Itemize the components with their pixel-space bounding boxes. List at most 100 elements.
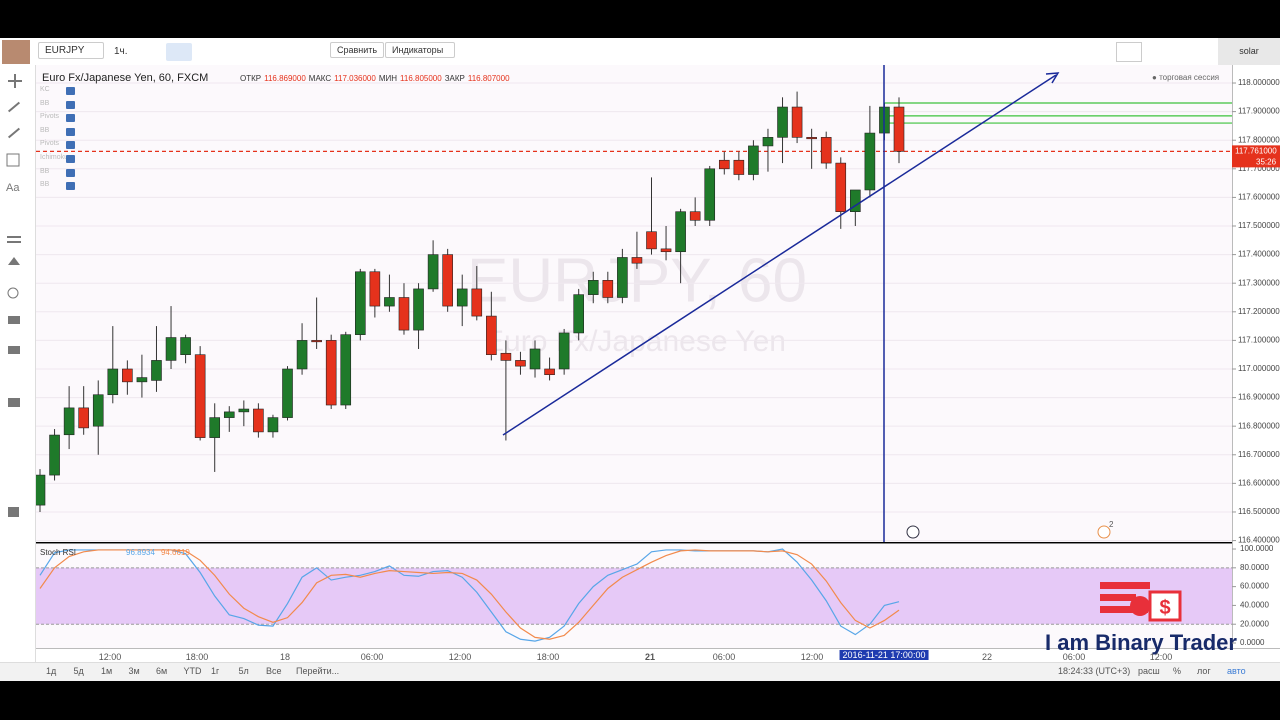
stoch-tick-label: 60.0000 [1240,582,1269,591]
candle-body [311,340,322,343]
symbol-title: Euro Fx/Japanese Yen, 60, FXCM [42,72,209,84]
candle-body [267,417,279,433]
price-tick-label: 117.100000 [1238,335,1280,344]
study-eye[interactable] [66,114,75,123]
study-name[interactable]: BB [40,99,50,107]
study-name[interactable]: Pivots [40,113,60,121]
price-tick-label: 117.800000 [1238,135,1280,144]
study-name[interactable]: Pivots [40,140,60,148]
range-button[interactable]: 6м [156,666,168,676]
study-eye[interactable] [66,168,75,177]
scale-button[interactable]: лог [1197,666,1211,676]
interval[interactable]: 1ч. [114,46,128,57]
candle-body [369,271,381,307]
stoch-tick-label: 40.0000 [1240,601,1269,610]
study-eye[interactable] [66,155,75,163]
time-label: 18 [279,652,291,662]
study-name[interactable]: Ichimoku [40,154,69,161]
candle-body [136,377,148,383]
stoch-tick-label: 20.0000 [1240,619,1269,628]
candle-body [733,159,745,175]
event-marker[interactable] [1097,525,1111,539]
candle-body [49,434,60,476]
ohlc-label: МАКС [308,74,332,83]
candle-body [762,137,774,147]
indicators-button[interactable]: Индикаторы [385,42,455,58]
candle-body [253,408,264,433]
candle-body [384,297,395,307]
price-tick-label: 116.400000 [1238,536,1280,545]
candle-body [456,288,468,307]
event-marker[interactable] [906,525,920,539]
layout-name[interactable]: solar [1218,38,1280,65]
range-button[interactable]: Все [266,666,282,676]
candle-body [165,337,177,361]
countdown: 35:26 [1256,157,1277,166]
price-tick-label: 117.000000 [1238,364,1280,373]
candle-body [646,231,657,250]
compare-button[interactable]: Сравнить [330,42,385,58]
stoch-tick-label: 0.0000 [1240,638,1265,647]
ohlc-value: 116.807000 [467,74,510,83]
trend-line[interactable] [502,74,1057,436]
cursor-time: 2016-11-21 17:00:00 [839,650,929,660]
avatar[interactable] [2,40,30,64]
scale-button[interactable]: % [1173,666,1182,676]
candle-body [355,271,366,335]
price-tick-label: 116.800000 [1238,421,1280,430]
scale-button[interactable]: авто [1227,666,1246,676]
study-name[interactable]: BB [40,181,50,189]
study-name[interactable]: BB [40,167,50,175]
price-tick-label: 117.700000 [1238,164,1280,173]
marker-count: 2 [1109,520,1114,529]
candle-body [864,132,876,191]
goto-button[interactable]: Перейти... [296,666,340,676]
candle-body [558,332,570,370]
ohlc-value: 117.036000 [334,74,376,83]
candle-body [820,137,832,164]
session-text: торговая сессия [1159,73,1220,82]
layout-button[interactable] [1116,42,1142,62]
study-name[interactable]: KC [40,86,50,93]
candle-body [238,408,250,413]
candle-body [602,280,614,298]
svg-text:$: $ [1159,597,1170,619]
candle-body [486,315,497,355]
candle-body [63,407,75,436]
study-eye[interactable] [66,127,75,136]
scale-button[interactable]: расш [1138,666,1160,676]
ohlc-legend: ОТКР 116.869000 МАКС 117.036000 МИН 116.805… [240,74,510,83]
candle-body [675,211,686,253]
time-label: 21 [644,652,656,662]
study-name[interactable]: BB [40,126,50,134]
stoch-tick-label: 100.0000 [1240,544,1274,553]
range-button[interactable]: 1д [46,666,57,676]
candle-body [122,368,133,383]
candle-body [471,288,483,317]
candle-body [325,340,337,406]
range-button[interactable]: 1м [101,666,113,676]
candle-body [92,394,104,427]
range-button[interactable]: YTD [183,666,202,676]
symbol-box[interactable]: EURJPY [38,42,104,59]
ohlc-value: 116.869000 [264,74,306,83]
chart-style-button[interactable] [166,43,192,61]
range-button[interactable]: 5д [73,666,84,676]
study-eye[interactable] [66,87,75,95]
price-tick-label: 117.600000 [1238,193,1280,202]
study-eye[interactable] [66,100,75,109]
candle-body [36,474,46,506]
price-tick-label: 118.000000 [1238,78,1280,87]
study-eye[interactable] [66,182,75,191]
range-button[interactable]: 5л [238,666,249,676]
study-eye[interactable] [66,141,75,150]
range-button[interactable]: 1г [211,666,220,676]
stoch-k: 96.8934 [126,548,155,557]
candle-body [704,168,716,221]
range-button[interactable]: 3м [128,666,140,676]
time-label: 06:00 [360,652,384,662]
stoch-tick-label: 80.0000 [1240,563,1269,572]
candle-body [282,368,293,418]
candle-body [718,159,730,170]
